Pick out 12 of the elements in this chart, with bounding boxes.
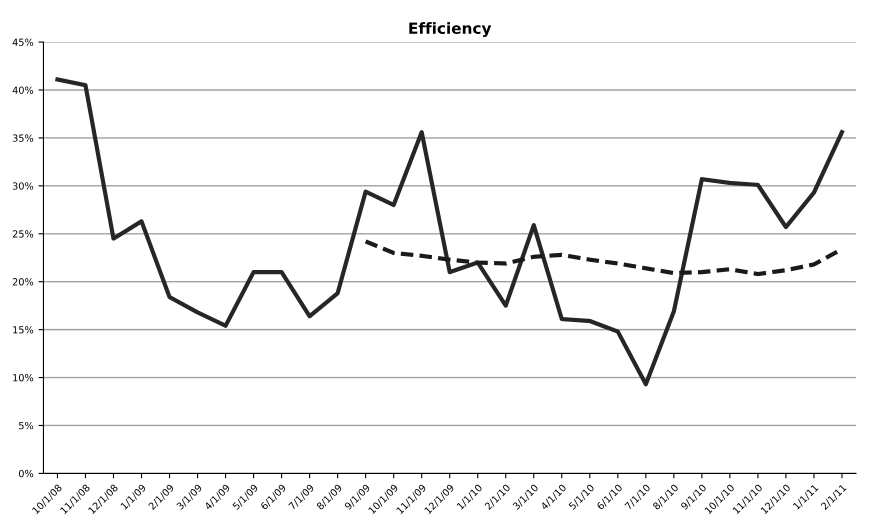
y-tick-label: 20% [12, 278, 34, 286]
y-tick-label: 25% [12, 230, 34, 238]
y-tick-label: 45% [12, 38, 34, 46]
y-tick-label: 35% [12, 134, 34, 142]
y-tick-label: 15% [13, 326, 34, 334]
y-tick-label: 40% [12, 86, 34, 94]
chart-title: Efficiency [409, 22, 492, 38]
y-tick-label: 30% [12, 182, 34, 190]
line-series [55, 77, 844, 386]
y-tick-label: 5% [19, 422, 34, 430]
y-tick-label: 0% [18, 470, 34, 478]
y-tick-label: 10% [13, 374, 34, 382]
